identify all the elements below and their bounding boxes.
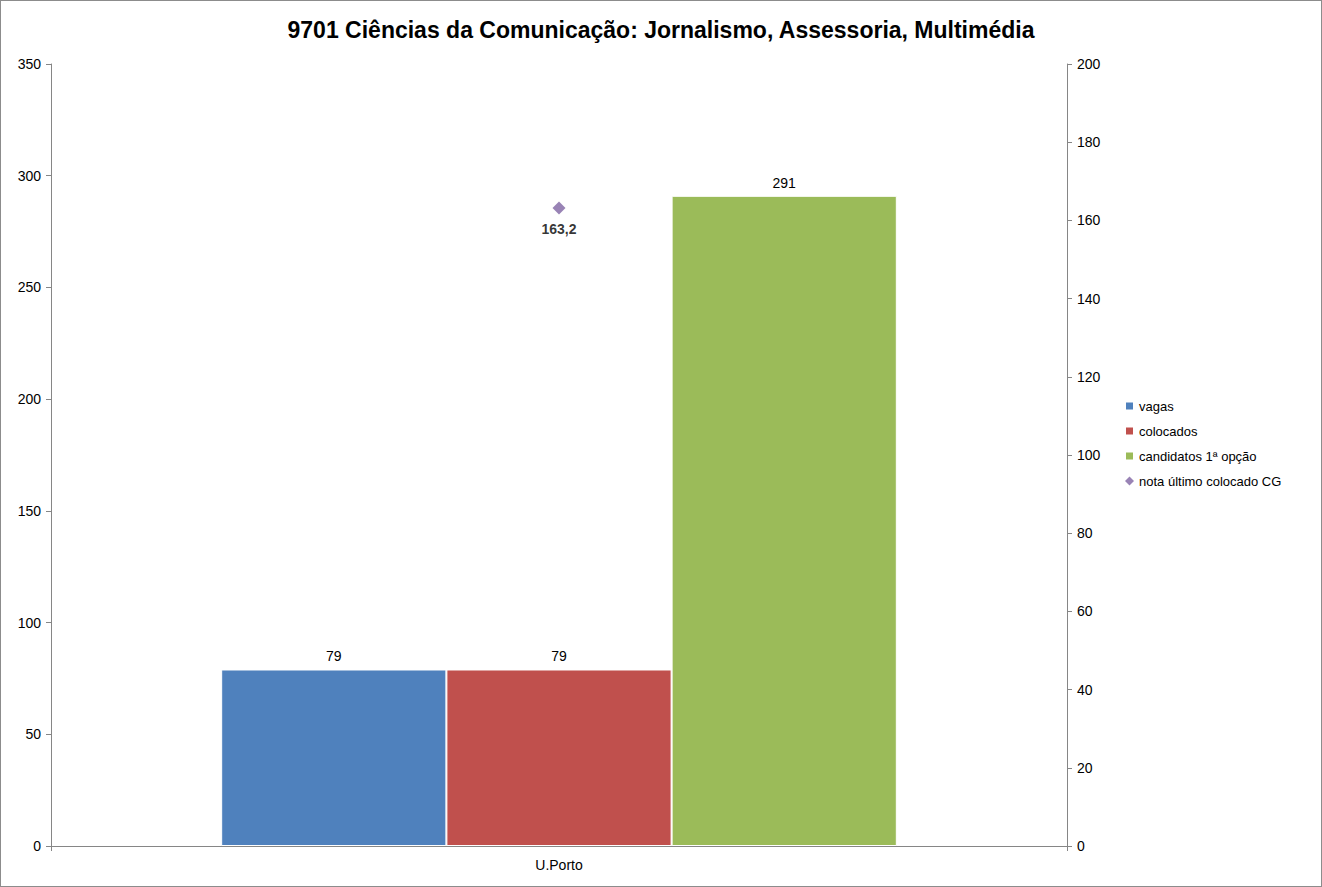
svg-text:180: 180 [1077,134,1101,150]
svg-text:80: 80 [1077,525,1093,541]
svg-text:candidatos 1ª opção: candidatos 1ª opção [1139,449,1257,464]
svg-text:200: 200 [1077,56,1101,72]
svg-text:100: 100 [1077,447,1101,463]
svg-text:100: 100 [18,615,42,631]
svg-text:nota último colocado CG: nota último colocado CG [1139,474,1281,489]
svg-text:150: 150 [18,503,42,519]
svg-text:160: 160 [1077,212,1101,228]
svg-text:0: 0 [1077,838,1085,854]
svg-text:colocados: colocados [1139,424,1198,439]
svg-text:163,2: 163,2 [541,221,576,237]
svg-text:60: 60 [1077,603,1093,619]
svg-text:140: 140 [1077,291,1101,307]
svg-text:0: 0 [33,838,41,854]
svg-text:200: 200 [18,391,42,407]
svg-text:20: 20 [1077,760,1093,776]
svg-text:300: 300 [18,168,42,184]
svg-text:vagas: vagas [1139,399,1174,414]
svg-text:291: 291 [773,175,797,191]
svg-text:250: 250 [18,279,42,295]
svg-text:79: 79 [326,648,342,664]
svg-text:50: 50 [25,726,41,742]
svg-text:120: 120 [1077,369,1101,385]
svg-text:79: 79 [551,648,567,664]
svg-text:9701 Ciências da Comunicação:: 9701 Ciências da Comunicação: Jornalismo… [288,17,1035,43]
svg-text:350: 350 [18,56,42,72]
svg-text:40: 40 [1077,682,1093,698]
svg-text:U.Porto: U.Porto [535,857,583,873]
